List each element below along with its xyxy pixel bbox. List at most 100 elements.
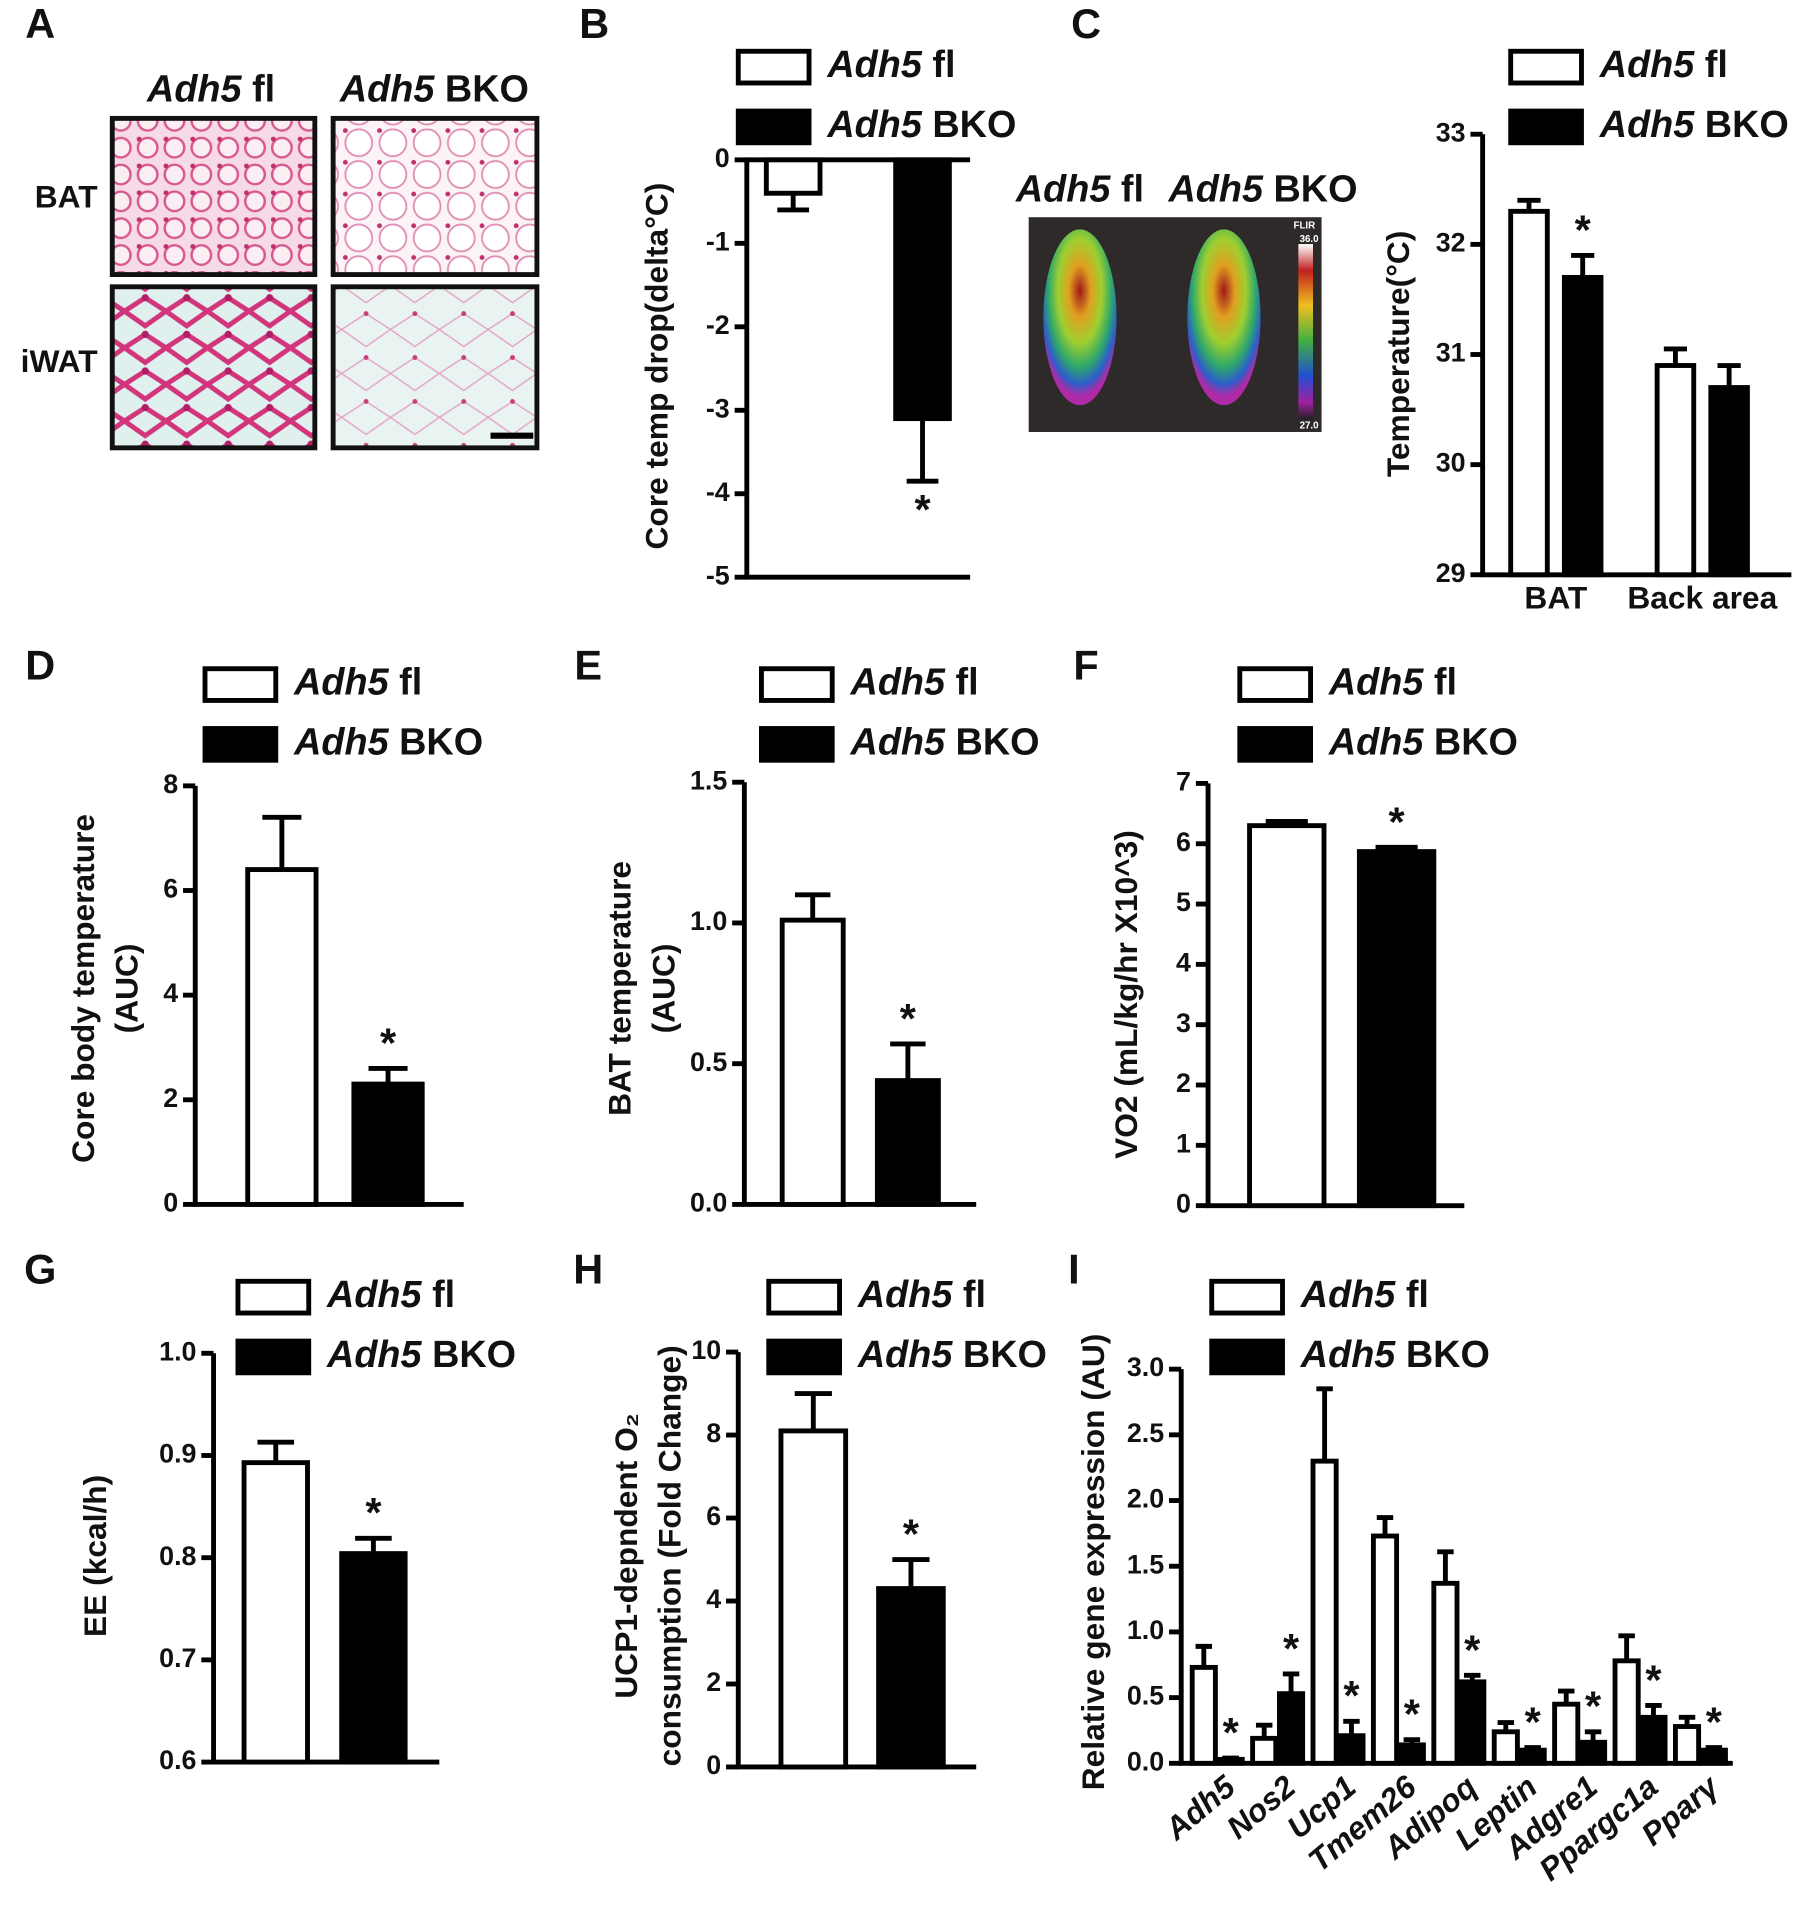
y-tick-label: 0.6 (159, 1745, 196, 1775)
significance: * (914, 486, 931, 533)
significance: * (1389, 798, 1406, 845)
bar (1370, 1533, 1400, 1766)
y-tick-label: 0.8 (159, 1541, 196, 1571)
y-tick-label: 6 (706, 1501, 721, 1531)
legend-swatch (1209, 1338, 1285, 1376)
legend-label: Adh5 fl (1328, 662, 1457, 704)
bar (1654, 363, 1697, 578)
significance: * (1645, 1656, 1662, 1703)
legend-swatch (766, 1338, 842, 1376)
y-tick-label: 6 (1176, 827, 1191, 857)
y-tick-label: 8 (163, 769, 178, 799)
bar (1639, 1714, 1668, 1766)
y-axis-label: Core temp drop(delta°C) (638, 183, 674, 550)
y-tick-label: 1.0 (690, 906, 727, 936)
bar (778, 1428, 849, 1770)
bar (1491, 1729, 1520, 1766)
x-tick-label: Adh5 (1157, 1767, 1243, 1847)
legend-swatch (735, 48, 812, 86)
significance: * (1283, 1625, 1300, 1672)
y-axis-label: Temperature(°C) (1380, 231, 1416, 478)
y-tick-label: 0 (163, 1188, 178, 1218)
y-tick-label: 2.0 (1127, 1484, 1164, 1514)
y-axis-label: consumption (Fold Change) (652, 1345, 688, 1766)
panel-label: D (25, 642, 55, 689)
row-label: iWAT (21, 343, 99, 379)
significance: * (380, 1019, 397, 1066)
bar (1699, 1747, 1728, 1766)
y-tick-label: -5 (706, 560, 730, 590)
legend-label: Adh5 BKO (850, 721, 1040, 763)
y-tick-label: 2.5 (1127, 1418, 1164, 1448)
y-axis-label: (AUC) (109, 944, 145, 1034)
y-axis-label: BAT temperature (602, 861, 638, 1116)
y-tick-label: 1 (1176, 1128, 1191, 1158)
y-tick-label: 0.5 (1127, 1681, 1164, 1711)
bar (1310, 1458, 1339, 1766)
y-axis-label: VO2 (mL/kg/hr X10^3) (1108, 830, 1144, 1159)
y-tick-label: 3.0 (1127, 1352, 1164, 1382)
legend-label: Adh5 fl (857, 1274, 986, 1316)
y-tick-label: 0 (706, 1750, 721, 1780)
y-axis-label: Core body temperature (65, 814, 101, 1163)
y-tick-label: 32 (1436, 227, 1466, 257)
panel-label: H (573, 1246, 603, 1293)
legend-swatch (1209, 1278, 1285, 1316)
y-axis-label: Relative gene expression (AU) (1075, 1334, 1111, 1791)
row-label: BAT (35, 178, 98, 214)
y-tick-label: 5 (1176, 887, 1191, 917)
panel-label: E (574, 642, 602, 689)
bar (1672, 1724, 1702, 1766)
bar (1337, 1733, 1366, 1766)
histology-image (109, 115, 318, 278)
significance: * (1575, 206, 1592, 253)
y-tick-label: 1.5 (690, 765, 727, 795)
bar (245, 867, 319, 1207)
legend-label: Adh5 BKO (326, 1334, 516, 1376)
panel-label: G (24, 1246, 56, 1293)
significance: * (1343, 1672, 1360, 1719)
significance: * (1223, 1709, 1240, 1756)
column-label: Adh5 BKO (339, 69, 529, 111)
bar (1458, 1679, 1487, 1766)
bar (893, 157, 952, 422)
y-tick-label: 0.0 (690, 1188, 727, 1218)
x-tick-label: Back area (1627, 580, 1777, 616)
y-tick-label: -1 (706, 226, 730, 256)
y-tick-label: 4 (706, 1584, 721, 1614)
panel-label: I (1068, 1246, 1080, 1293)
image-label: Adh5 BKO (1167, 169, 1357, 211)
panel-label: C (1071, 0, 1101, 47)
y-tick-label: -2 (706, 310, 730, 340)
thermal-brand: FLIR (1293, 220, 1315, 231)
bar (1431, 1580, 1460, 1766)
y-tick-label: 4 (1176, 947, 1191, 977)
bar (1277, 1691, 1306, 1766)
significance: * (365, 1489, 382, 1536)
significance: * (1585, 1683, 1602, 1730)
x-tick-label: BAT (1524, 580, 1587, 616)
y-tick-label: 1.0 (159, 1336, 196, 1366)
y-tick-label: 6 (163, 874, 178, 904)
legend-swatch (759, 666, 835, 703)
legend-swatch (766, 1278, 842, 1316)
y-axis-label: EE (kcal/h) (77, 1475, 113, 1637)
y-tick-label: 0.5 (690, 1047, 727, 1077)
y-tick-label: 1.0 (1127, 1615, 1164, 1645)
y-tick-label: -3 (706, 393, 730, 423)
bar (1189, 1664, 1218, 1766)
legend-swatch (1508, 48, 1584, 86)
y-axis-label: UCP1-depndent O₂ (608, 1413, 644, 1698)
legend-label: Adh5 fl (293, 662, 422, 704)
y-tick-label: 0.0 (1127, 1746, 1164, 1776)
thermal-mouse (1187, 229, 1261, 406)
legend-label: Adh5 BKO (857, 1334, 1047, 1376)
y-tick-label: 0 (1176, 1189, 1191, 1219)
legend-label: Adh5 BKO (1599, 104, 1789, 146)
bar (351, 1081, 425, 1207)
bar (876, 1586, 946, 1770)
y-tick-label: 0.9 (159, 1439, 196, 1469)
legend-swatch (202, 666, 279, 703)
